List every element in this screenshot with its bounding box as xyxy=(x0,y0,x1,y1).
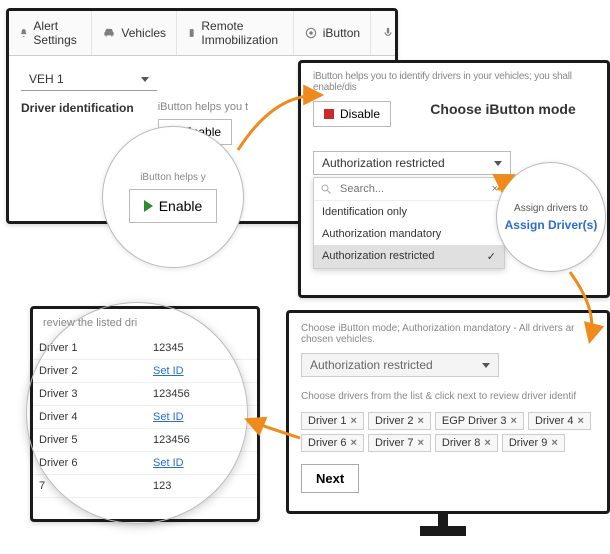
assign-drivers-window: Choose iButton mode; Authorization manda… xyxy=(286,310,610,514)
driver-chip[interactable]: Driver 7× xyxy=(368,434,431,452)
remove-icon[interactable]: × xyxy=(577,415,583,427)
chip-label: Driver 1 xyxy=(308,415,347,427)
option-identification-only[interactable]: Identification only xyxy=(314,201,504,223)
ibutton-mode-select[interactable]: Authorization restricted xyxy=(313,151,511,175)
next-button[interactable]: Next xyxy=(301,464,359,493)
driver-chip[interactable]: Driver 6 × xyxy=(301,434,364,452)
remove-icon[interactable]: × xyxy=(551,437,557,449)
vehicle-dropdown[interactable]: VEH 1 xyxy=(21,68,157,91)
chevron-down-icon xyxy=(482,363,490,368)
tab-remote-immobilization[interactable]: Remote Immobilization xyxy=(177,11,294,55)
ibutton-icon xyxy=(304,26,318,40)
chip-label: Driver 8 xyxy=(442,437,481,449)
tabs-bar: Alert Settings Vehicles Remote Immobiliz… xyxy=(9,11,395,56)
option-authorization-mandatory[interactable]: Authorization mandatory xyxy=(314,223,504,245)
remove-icon[interactable]: × xyxy=(351,437,357,449)
driver-chip[interactable]: Driver 1 × xyxy=(301,412,364,430)
enable-callout-hint: iButton helps y xyxy=(140,172,206,183)
driver-chips: Driver 1× Driver 2× EGP Driver 3× Driver… xyxy=(301,412,595,452)
option-authorization-restricted[interactable]: Authorization restricted ✓ xyxy=(314,245,504,268)
enable-callout: iButton helps y Enable xyxy=(102,126,244,268)
assign-callout-line2: Assign Driver(s) xyxy=(505,218,598,232)
chip-label: Driver 9 xyxy=(509,437,548,449)
disable-button-label: Disable xyxy=(340,107,380,121)
ibutton-hint: iButton helps you t xyxy=(158,101,249,113)
driver-chip[interactable]: Driver 8× xyxy=(435,434,498,452)
phone-icon xyxy=(187,26,196,40)
enable-callout-button-label: Enable xyxy=(159,198,203,214)
step2-snippet: iButton helps you to identify drivers in… xyxy=(313,71,595,93)
option-label: Authorization mandatory xyxy=(322,228,441,240)
driver-chip[interactable]: Driver 4× xyxy=(528,412,591,430)
remove-icon[interactable]: × xyxy=(351,415,357,427)
chip-label: Driver 2 xyxy=(375,415,414,427)
enable-callout-button[interactable]: Enable xyxy=(129,189,218,223)
next-button-label: Next xyxy=(316,471,344,486)
tab-vehicles[interactable]: Vehicles xyxy=(92,11,177,55)
tab-label: iButton xyxy=(323,26,360,40)
ibutton-mode-value: Authorization restricted xyxy=(322,156,445,170)
driver-chip[interactable]: Driver 9× xyxy=(502,434,565,452)
search-icon xyxy=(320,183,332,195)
driver-identification-label: Driver identification xyxy=(21,101,134,115)
drivers-lens xyxy=(26,302,248,524)
tab-label: Vehicles xyxy=(121,26,166,40)
driver-chip[interactable]: EGP Driver 3 × xyxy=(435,412,524,430)
play-icon xyxy=(144,200,153,212)
tab-ibutton[interactable]: iButton xyxy=(294,11,371,55)
remove-icon[interactable]: × xyxy=(417,415,423,427)
remove-icon[interactable]: × xyxy=(417,437,423,449)
monitor-stand xyxy=(420,526,466,536)
remove-icon[interactable]: × xyxy=(484,437,490,449)
assign-mode-value: Authorization restricted xyxy=(310,358,433,372)
vehicle-value: VEH 1 xyxy=(29,72,64,86)
chevron-down-icon xyxy=(494,161,502,166)
bell-icon xyxy=(19,26,28,40)
chip-label: Driver 4 xyxy=(535,415,574,427)
tab-label: Remote Immobilization xyxy=(201,19,282,47)
tab-more[interactable] xyxy=(371,11,405,55)
tab-label: Alert Settings xyxy=(33,19,81,47)
car-icon xyxy=(102,26,116,40)
ibutton-mode-dropdown-open: × Identification only Authorization mand… xyxy=(313,177,505,269)
remove-icon[interactable]: × xyxy=(511,415,517,427)
step2-title: Choose iButton mode xyxy=(411,101,595,117)
option-label: Authorization restricted xyxy=(322,250,435,263)
driver-chip[interactable]: Driver 2× xyxy=(368,412,431,430)
tab-alert-settings[interactable]: Alert Settings xyxy=(9,11,92,55)
chip-label: EGP Driver 3 xyxy=(442,415,507,427)
option-label: Identification only xyxy=(322,206,407,218)
clear-icon[interactable]: × xyxy=(492,183,498,195)
dropdown-search: × xyxy=(314,178,504,201)
assign-callout: Assign drivers to Assign Driver(s) xyxy=(496,162,606,272)
chip-label: Driver 6 xyxy=(308,437,347,449)
dropdown-search-input[interactable] xyxy=(338,182,486,196)
assign-list-hint: Choose drivers from the list & click nex… xyxy=(301,391,595,402)
disable-button[interactable]: Disable xyxy=(313,101,391,127)
stop-icon xyxy=(324,109,334,119)
chip-label: Driver 7 xyxy=(375,437,414,449)
mic-icon xyxy=(381,26,395,40)
assign-callout-line1: Assign drivers to xyxy=(514,203,588,214)
check-icon: ✓ xyxy=(487,250,496,263)
assign-hint: Choose iButton mode; Authorization manda… xyxy=(301,323,595,345)
chevron-down-icon xyxy=(141,77,149,82)
diagram-canvas: Alert Settings Vehicles Remote Immobiliz… xyxy=(0,0,610,554)
assign-mode-select[interactable]: Authorization restricted xyxy=(301,353,499,377)
